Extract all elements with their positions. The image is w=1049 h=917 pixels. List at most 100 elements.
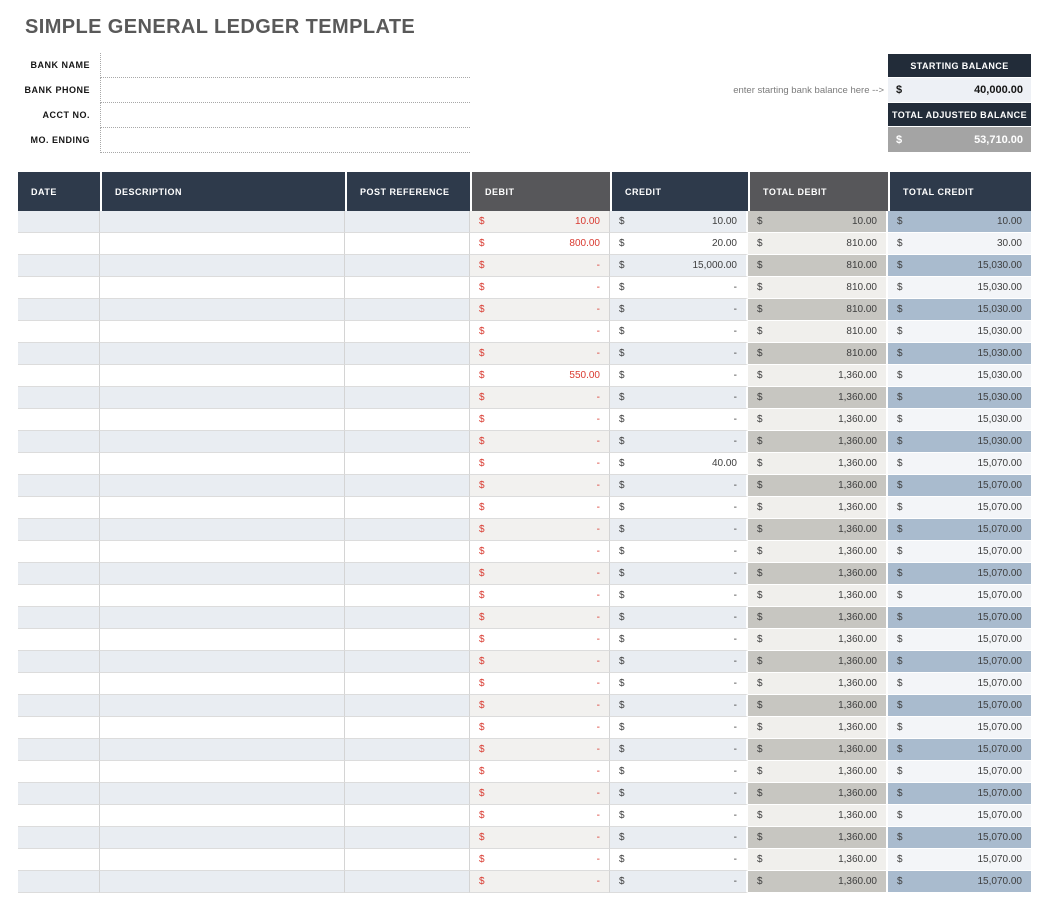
debit-cell[interactable]: $ - <box>470 321 610 343</box>
total-debit-cell[interactable]: $1,360.00 <box>748 607 888 629</box>
acct-no-field[interactable] <box>100 103 470 128</box>
debit-cell[interactable]: $ - <box>470 409 610 431</box>
total-credit-cell[interactable]: $15,030.00 <box>888 277 1031 299</box>
credit-cell[interactable]: $ - <box>610 387 748 409</box>
debit-cell[interactable]: $ - <box>470 629 610 651</box>
total-credit-cell[interactable]: $15,070.00 <box>888 629 1031 651</box>
post-reference-cell[interactable] <box>345 585 470 607</box>
date-cell[interactable] <box>18 629 100 651</box>
description-cell[interactable] <box>100 387 345 409</box>
post-reference-cell[interactable] <box>345 827 470 849</box>
credit-cell[interactable]: $ - <box>610 761 748 783</box>
description-cell[interactable] <box>100 849 345 871</box>
total-debit-cell[interactable]: $1,360.00 <box>748 365 888 387</box>
total-debit-cell[interactable]: $810.00 <box>748 255 888 277</box>
credit-cell[interactable]: $ - <box>610 783 748 805</box>
date-cell[interactable] <box>18 871 100 893</box>
post-reference-cell[interactable] <box>345 299 470 321</box>
description-cell[interactable] <box>100 475 345 497</box>
date-cell[interactable] <box>18 321 100 343</box>
total-debit-cell[interactable]: $1,360.00 <box>748 387 888 409</box>
debit-cell[interactable]: $ - <box>470 343 610 365</box>
credit-cell[interactable]: $ - <box>610 673 748 695</box>
post-reference-cell[interactable] <box>345 387 470 409</box>
date-cell[interactable] <box>18 717 100 739</box>
credit-cell[interactable]: $ - <box>610 563 748 585</box>
debit-cell[interactable]: $ - <box>470 585 610 607</box>
total-debit-cell[interactable]: $1,360.00 <box>748 673 888 695</box>
total-credit-cell[interactable]: $15,070.00 <box>888 607 1031 629</box>
total-debit-cell[interactable]: $1,360.00 <box>748 453 888 475</box>
total-credit-cell[interactable]: $15,030.00 <box>888 343 1031 365</box>
date-cell[interactable] <box>18 431 100 453</box>
post-reference-cell[interactable] <box>345 717 470 739</box>
debit-cell[interactable]: $ - <box>470 453 610 475</box>
date-cell[interactable] <box>18 673 100 695</box>
credit-cell[interactable]: $ - <box>610 299 748 321</box>
total-credit-cell[interactable]: $15,070.00 <box>888 827 1031 849</box>
date-cell[interactable] <box>18 695 100 717</box>
credit-cell[interactable]: $15,000.00 <box>610 255 748 277</box>
total-credit-cell[interactable]: $30.00 <box>888 233 1031 255</box>
total-credit-cell[interactable]: $15,070.00 <box>888 739 1031 761</box>
description-cell[interactable] <box>100 541 345 563</box>
credit-cell[interactable]: $ - <box>610 343 748 365</box>
debit-cell[interactable]: $ - <box>470 761 610 783</box>
description-cell[interactable] <box>100 255 345 277</box>
debit-cell[interactable]: $ - <box>470 563 610 585</box>
credit-cell[interactable]: $ - <box>610 475 748 497</box>
post-reference-cell[interactable] <box>345 673 470 695</box>
debit-cell[interactable]: $ - <box>470 431 610 453</box>
description-cell[interactable] <box>100 321 345 343</box>
post-reference-cell[interactable] <box>345 365 470 387</box>
credit-cell[interactable]: $10.00 <box>610 211 748 233</box>
debit-cell[interactable]: $ - <box>470 871 610 893</box>
debit-cell[interactable]: $ - <box>470 497 610 519</box>
credit-cell[interactable]: $ - <box>610 585 748 607</box>
description-cell[interactable] <box>100 607 345 629</box>
total-debit-cell[interactable]: $1,360.00 <box>748 431 888 453</box>
date-cell[interactable] <box>18 387 100 409</box>
description-cell[interactable] <box>100 805 345 827</box>
total-credit-cell[interactable]: $15,070.00 <box>888 783 1031 805</box>
total-debit-cell[interactable]: $810.00 <box>748 299 888 321</box>
post-reference-cell[interactable] <box>345 211 470 233</box>
date-cell[interactable] <box>18 519 100 541</box>
date-cell[interactable] <box>18 365 100 387</box>
total-credit-cell[interactable]: $15,030.00 <box>888 431 1031 453</box>
debit-cell[interactable]: $ - <box>470 299 610 321</box>
post-reference-cell[interactable] <box>345 761 470 783</box>
post-reference-cell[interactable] <box>345 343 470 365</box>
total-debit-cell[interactable]: $810.00 <box>748 277 888 299</box>
post-reference-cell[interactable] <box>345 233 470 255</box>
total-credit-cell[interactable]: $15,070.00 <box>888 695 1031 717</box>
total-debit-cell[interactable]: $1,360.00 <box>748 761 888 783</box>
description-cell[interactable] <box>100 211 345 233</box>
credit-cell[interactable]: $ - <box>610 695 748 717</box>
date-cell[interactable] <box>18 255 100 277</box>
description-cell[interactable] <box>100 497 345 519</box>
total-credit-cell[interactable]: $15,070.00 <box>888 761 1031 783</box>
debit-cell[interactable]: $ - <box>470 849 610 871</box>
credit-cell[interactable]: $ - <box>610 497 748 519</box>
debit-cell[interactable]: $ - <box>470 387 610 409</box>
total-credit-cell[interactable]: $15,070.00 <box>888 585 1031 607</box>
total-debit-cell[interactable]: $1,360.00 <box>748 739 888 761</box>
total-debit-cell[interactable]: $1,360.00 <box>748 585 888 607</box>
description-cell[interactable] <box>100 343 345 365</box>
total-debit-cell[interactable]: $1,360.00 <box>748 519 888 541</box>
post-reference-cell[interactable] <box>345 321 470 343</box>
date-cell[interactable] <box>18 541 100 563</box>
post-reference-cell[interactable] <box>345 277 470 299</box>
description-cell[interactable] <box>100 695 345 717</box>
debit-cell[interactable]: $ - <box>470 783 610 805</box>
date-cell[interactable] <box>18 211 100 233</box>
debit-cell[interactable]: $ - <box>470 541 610 563</box>
description-cell[interactable] <box>100 365 345 387</box>
debit-cell[interactable]: $ - <box>470 695 610 717</box>
debit-cell[interactable]: $ - <box>470 739 610 761</box>
description-cell[interactable] <box>100 827 345 849</box>
debit-cell[interactable]: $10.00 <box>470 211 610 233</box>
total-debit-cell[interactable]: $1,360.00 <box>748 783 888 805</box>
post-reference-cell[interactable] <box>345 739 470 761</box>
